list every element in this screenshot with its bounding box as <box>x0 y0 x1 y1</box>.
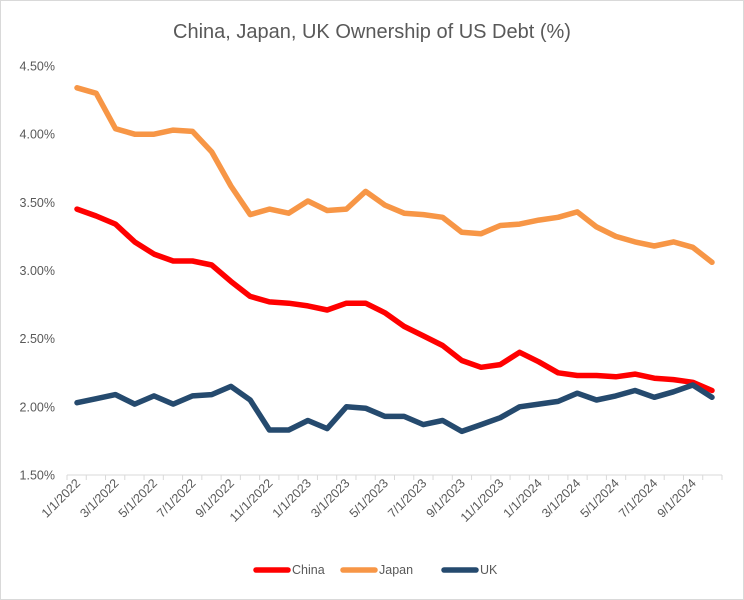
x-tick-label: 5/1/2024 <box>578 476 622 520</box>
x-tick-label: 3/1/2023 <box>308 476 352 520</box>
x-tick-label: 3/1/2024 <box>539 476 583 520</box>
x-tick-label: 3/1/2022 <box>77 476 121 520</box>
x-tick-label: 1/1/2024 <box>501 476 545 520</box>
x-tick-label: 7/1/2024 <box>616 476 660 520</box>
plot-area <box>74 85 715 435</box>
x-tick-label: 7/1/2022 <box>154 476 198 520</box>
y-tick-label: 3.50% <box>20 196 55 210</box>
legend-label-uk: UK <box>480 563 498 577</box>
x-tick-label: 7/1/2023 <box>385 476 429 520</box>
x-axis: 1/1/20223/1/20225/1/20227/1/20229/1/2022… <box>39 474 723 525</box>
x-tick-label: 5/1/2022 <box>116 476 160 520</box>
legend: China Japan UK <box>253 563 498 577</box>
y-tick-label: 4.00% <box>20 128 55 142</box>
x-tick-label: 1/1/2022 <box>39 476 83 520</box>
series-line-japan <box>74 85 715 266</box>
y-axis: 1.50% 2.00% 2.50% 3.00% 3.50% 4.00% 4.50% <box>20 60 55 483</box>
series-line-china <box>74 206 715 394</box>
legend-label-japan: Japan <box>379 563 413 577</box>
y-tick-label: 2.50% <box>20 332 55 346</box>
y-tick-label: 1.50% <box>20 469 55 483</box>
y-tick-label: 3.00% <box>20 264 55 278</box>
y-tick-label: 4.50% <box>20 60 55 74</box>
legend-label-china: China <box>292 563 325 577</box>
x-tick-label: 1/1/2023 <box>270 476 314 520</box>
y-tick-label: 2.00% <box>20 400 55 414</box>
x-tick-label: 9/1/2024 <box>655 476 699 520</box>
chart-title: China, Japan, UK Ownership of US Debt (%… <box>173 21 571 43</box>
series-line-uk <box>74 382 715 435</box>
x-tick-label: 5/1/2023 <box>347 476 391 520</box>
